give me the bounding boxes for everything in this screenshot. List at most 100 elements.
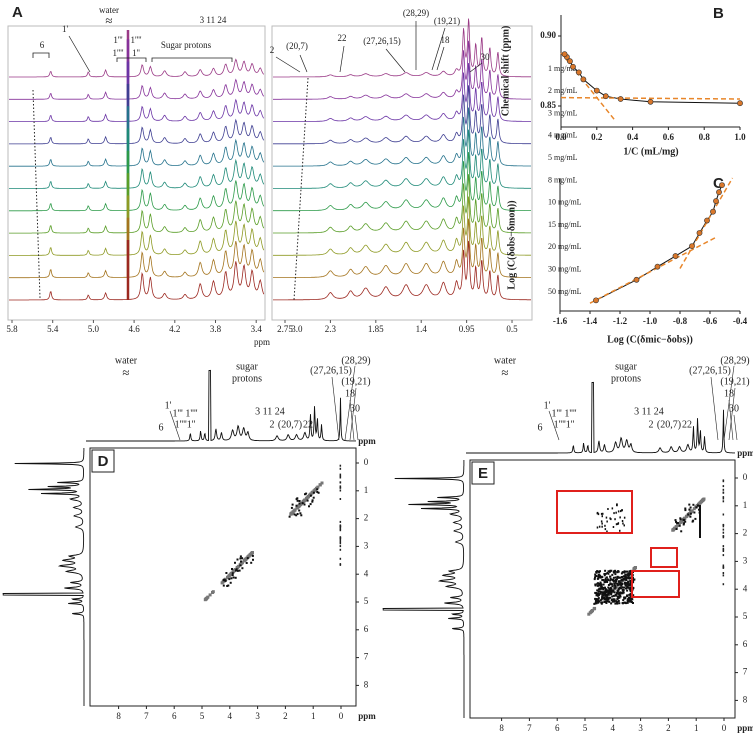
cross-peak [626,570,628,573]
data-point [561,51,568,58]
cross-peak [611,583,613,586]
spectrum-trace [273,107,531,167]
annotation: 6 [538,422,543,433]
cross-peak [618,602,621,605]
cross-peak [675,521,678,524]
cross-peak [612,578,615,581]
spectrum-trace [273,174,531,234]
cross-peak [595,593,598,596]
cross-peak [604,590,607,593]
bracket [151,57,233,62]
annotation: 22 [338,33,347,43]
cross-peak [621,509,623,512]
cross-peak [627,580,630,583]
cross-peak [619,591,622,594]
cross-peak [603,580,606,583]
cross-peak [339,520,342,523]
cross-peak [624,583,627,586]
cross-peak [306,499,309,502]
cross-peak [222,584,225,587]
projection-left [382,460,465,718]
annotation: 18 [345,388,355,399]
annotation: protons [232,373,262,384]
cross-peak [693,511,696,514]
cross-peak [339,489,342,492]
spectrum-trace [273,129,531,189]
cross-peak [241,567,244,570]
cross-peak [687,513,690,516]
pointer [728,399,734,441]
cross-peak [620,510,622,513]
cross-peak [604,572,607,575]
x-tick-label: 4.2 [169,324,180,334]
annotation: 1' [62,24,69,34]
cross-peak [594,591,597,594]
y-tick-label: 0.85 [540,100,556,110]
x-tick-label: 5.8 [6,324,18,334]
cross-peak [623,516,626,519]
x-tick-label: 0.6 [663,132,675,142]
spectrum-trace [9,261,265,301]
panel-label-box [471,461,495,485]
concentration-label: 30 mg/mL [548,265,582,274]
cross-peak [339,486,342,489]
cross-peak [595,599,598,602]
cross-peak [601,525,603,528]
cross-peak [305,496,309,500]
pointer [331,376,340,441]
cross-peak [621,583,624,585]
cross-peak [722,548,725,551]
cross-peak [236,558,239,561]
cross-peak [722,531,725,534]
pointer [349,387,357,441]
cross-peak [339,498,342,500]
data-point [593,87,600,94]
cross-peak [339,481,342,484]
cross-peak [619,582,622,584]
pointer [354,414,359,441]
cross-peak [632,594,635,597]
cross-peak [606,600,609,603]
cross-peak [602,588,605,591]
x-tick-label: 2.3 [325,324,337,334]
y-tick-label: 4 [364,568,369,578]
cross-peak [599,570,601,573]
cross-peak [617,523,619,525]
cross-peak [629,600,632,603]
cross-peak [339,529,342,532]
annotation: water [494,355,517,366]
x-tick-label: 1.0 [734,132,746,142]
y-tick-label: 0 [364,457,369,467]
cross-peak [627,575,630,578]
cross-peak [602,579,605,581]
cross-peak [312,496,315,499]
annotation: 1'''' [131,35,142,45]
annotation: (20,7) [286,41,308,51]
spectrum-trace [9,180,265,212]
cross-peak [631,598,634,601]
cross-peak [614,586,617,589]
cross-peak [629,581,632,584]
cross-peak [689,506,692,509]
cross-peak [619,592,622,595]
cross-peak [603,593,606,596]
cross-peak [291,510,295,514]
cross-peak [339,563,342,566]
pointer [728,387,736,441]
cross-peak [722,524,725,526]
cross-peak [609,575,612,578]
cross-peak [251,554,254,557]
pointer [431,27,446,71]
cross-peak [295,498,298,501]
cross-peak [722,496,725,499]
pointer [339,45,345,73]
x-tick-label: 2.75 [277,324,293,334]
cross-peak [235,566,239,570]
annotation: protons [611,373,641,384]
cross-peak [597,577,600,580]
x-axis-label: ppm [254,337,270,347]
cross-peak [616,583,619,586]
cross-peak [597,513,600,516]
x-axis-label: ppm [737,723,753,733]
pointer [169,410,181,441]
